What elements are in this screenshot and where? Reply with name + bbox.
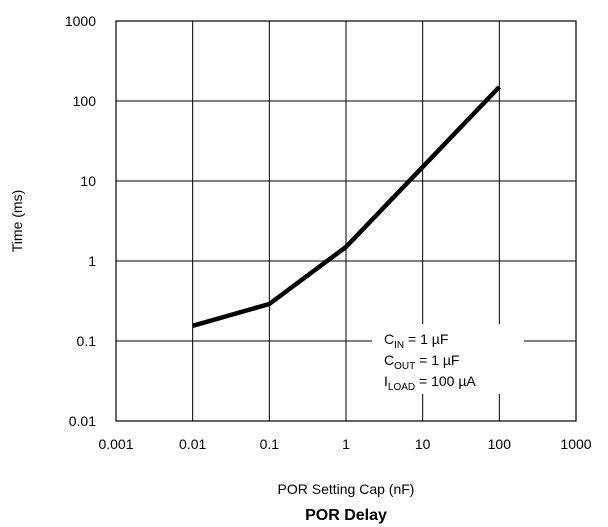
x-tick-label: 1 [342, 436, 350, 452]
y-tick-label: 0.1 [77, 333, 97, 349]
y-tick-labels: 0.01 0.1 1 10 100 1000 [65, 13, 96, 429]
x-tick-label: 100 [488, 436, 512, 452]
y-tick-label: 10 [80, 173, 96, 189]
annotation-line: CIN = 1 µF [384, 331, 448, 351]
chart-title: POR Delay [305, 507, 387, 524]
series-group [192, 85, 501, 328]
x-tick-label: 0.01 [179, 436, 206, 452]
y-tick-label: 100 [73, 93, 97, 109]
x-tick-label: 10 [415, 436, 431, 452]
x-tick-label: 1000 [560, 436, 591, 452]
y-tick-label: 1000 [65, 13, 96, 29]
grid-lines [116, 21, 576, 421]
x-tick-labels: 0.001 0.01 0.1 1 10 100 1000 [98, 436, 591, 452]
x-tick-label: 0.001 [98, 436, 133, 452]
y-tick-label: 1 [88, 253, 96, 269]
annotation-line: ILOAD = 100 µA [384, 373, 476, 393]
x-axis-title: POR Setting Cap (nF) [278, 481, 415, 497]
x-tick-label: 0.1 [260, 436, 280, 452]
y-axis-title: Time (ms) [9, 190, 25, 252]
y-tick-label: 0.01 [69, 413, 96, 429]
annotation-line: COUT = 1 µF [384, 352, 459, 372]
plot-frame [115, 20, 577, 422]
annotation-background [372, 324, 524, 394]
series-line [192, 85, 501, 328]
